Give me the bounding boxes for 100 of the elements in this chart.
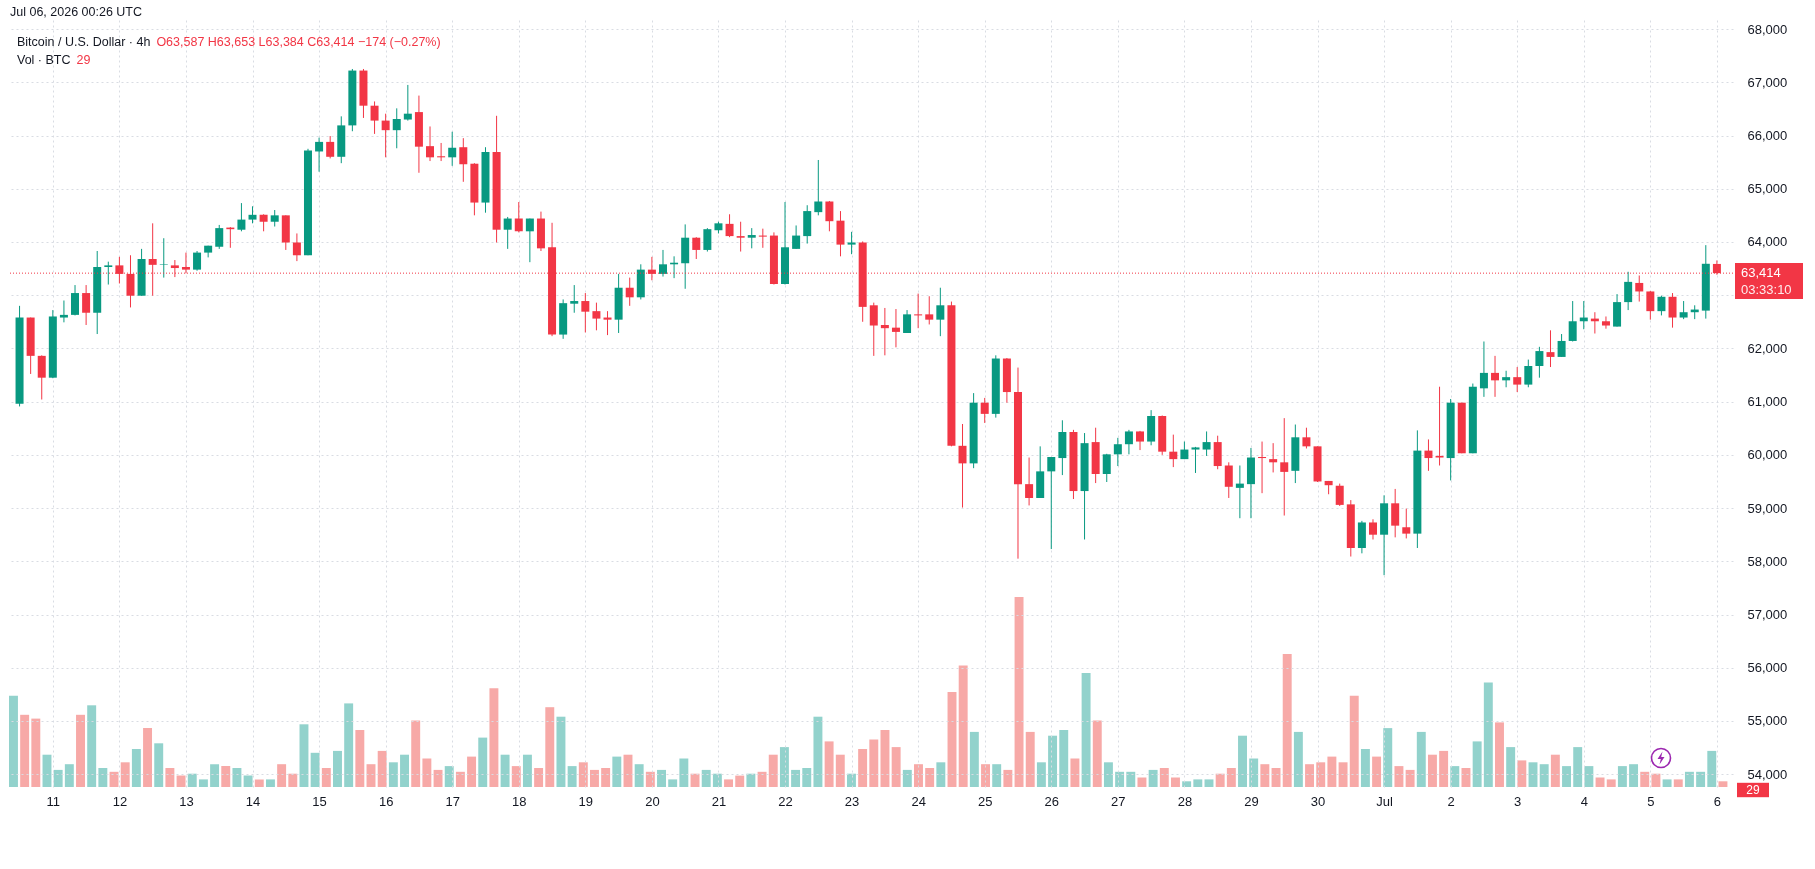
candlestick xyxy=(392,107,401,149)
candlestick xyxy=(703,227,712,253)
x-tick-label: 11 xyxy=(46,793,61,809)
y-tick-label: 67,000 xyxy=(1747,74,1788,90)
x-tick-label: Jul xyxy=(1376,793,1394,809)
bar xyxy=(221,766,231,787)
y-tick-label: 60,000 xyxy=(1747,447,1788,463)
bar xyxy=(1092,720,1102,787)
bar xyxy=(344,703,354,787)
text: 29 xyxy=(1746,783,1760,797)
bar xyxy=(802,768,812,787)
bar xyxy=(489,688,499,787)
bar xyxy=(333,750,342,787)
x-tick-label: 21 xyxy=(711,793,727,809)
candlestick xyxy=(59,300,68,323)
candlestick xyxy=(1535,346,1544,379)
x-tick-label: 28 xyxy=(1177,793,1193,809)
x-tick-label: 3 xyxy=(1514,793,1522,809)
bar xyxy=(1662,779,1672,787)
bar xyxy=(1316,762,1326,787)
bar xyxy=(1204,779,1214,787)
bar xyxy=(902,769,912,787)
bar xyxy=(936,762,946,787)
x-tick-label: 26 xyxy=(1044,793,1060,809)
candlestick xyxy=(1624,271,1633,311)
bar xyxy=(534,768,544,787)
bar xyxy=(791,769,801,787)
bar xyxy=(165,768,175,787)
text: Jul 06, 2026 00:26 UTC xyxy=(10,5,143,19)
bar xyxy=(634,764,644,787)
bar xyxy=(735,775,745,787)
bar xyxy=(1394,766,1404,787)
candlestick xyxy=(1513,366,1522,393)
candlestick xyxy=(736,221,745,253)
bar xyxy=(1238,735,1247,787)
candlestick xyxy=(1124,429,1133,455)
candlestick xyxy=(692,236,701,260)
bar xyxy=(1305,764,1315,787)
candlestick xyxy=(1679,300,1688,320)
bar xyxy=(98,768,108,787)
bar xyxy=(1550,754,1560,787)
bar xyxy=(76,714,85,787)
bar xyxy=(1126,771,1136,787)
candlestick xyxy=(1646,290,1655,321)
bar xyxy=(310,752,320,787)
bar xyxy=(1562,766,1571,787)
x-tick-label: 22 xyxy=(778,793,793,809)
candlestick xyxy=(1369,518,1377,540)
bar xyxy=(668,779,678,787)
candlestick xyxy=(903,309,912,334)
bar xyxy=(377,750,387,787)
bar xyxy=(1226,768,1236,787)
bar xyxy=(321,768,331,787)
bar xyxy=(143,728,153,787)
bar xyxy=(1573,747,1583,787)
bar xyxy=(1718,781,1728,787)
candlestick xyxy=(1269,442,1278,473)
bar xyxy=(1640,771,1650,787)
bar xyxy=(1472,741,1482,787)
bar xyxy=(1349,695,1359,787)
bar xyxy=(969,731,979,787)
candlestick xyxy=(1424,438,1433,472)
y-tick-label: 58,000 xyxy=(1747,553,1788,569)
x-tick-label: 16 xyxy=(378,793,394,809)
y-tick-label: 59,000 xyxy=(1747,500,1788,516)
bar xyxy=(131,749,141,787)
candlestick xyxy=(1213,435,1222,470)
bar xyxy=(813,716,823,787)
candlestick xyxy=(1280,417,1289,517)
candlestick xyxy=(159,237,168,279)
bar xyxy=(1439,750,1449,787)
bar xyxy=(757,771,767,787)
bar xyxy=(1617,766,1627,787)
bar xyxy=(846,773,856,787)
candlestick xyxy=(625,277,634,307)
y-tick-label: 61,000 xyxy=(1747,394,1788,410)
candlestick xyxy=(315,137,324,173)
candlestick xyxy=(1601,315,1610,330)
bar xyxy=(187,773,197,787)
bar xyxy=(1282,654,1292,787)
bar xyxy=(64,764,74,787)
bar xyxy=(1707,750,1717,787)
bar xyxy=(645,771,655,787)
bar xyxy=(400,754,409,787)
bar xyxy=(422,758,432,787)
candlestick xyxy=(1113,437,1122,467)
text: Bitcoin / U.S. Dollar · 4h xyxy=(17,35,151,49)
bar xyxy=(1673,779,1683,787)
bar xyxy=(1651,773,1661,787)
bar xyxy=(1048,735,1058,787)
bar xyxy=(1539,764,1549,787)
bar xyxy=(444,766,454,787)
bar xyxy=(1383,728,1393,787)
bar xyxy=(779,747,789,787)
x-tick-label: 13 xyxy=(179,793,194,809)
bar xyxy=(467,756,477,787)
candlestick xyxy=(1402,508,1411,539)
candlestick xyxy=(792,224,801,250)
candlestick xyxy=(1502,370,1511,388)
bar xyxy=(478,737,488,787)
